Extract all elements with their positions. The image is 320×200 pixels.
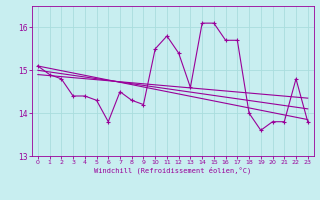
X-axis label: Windchill (Refroidissement éolien,°C): Windchill (Refroidissement éolien,°C) [94, 167, 252, 174]
